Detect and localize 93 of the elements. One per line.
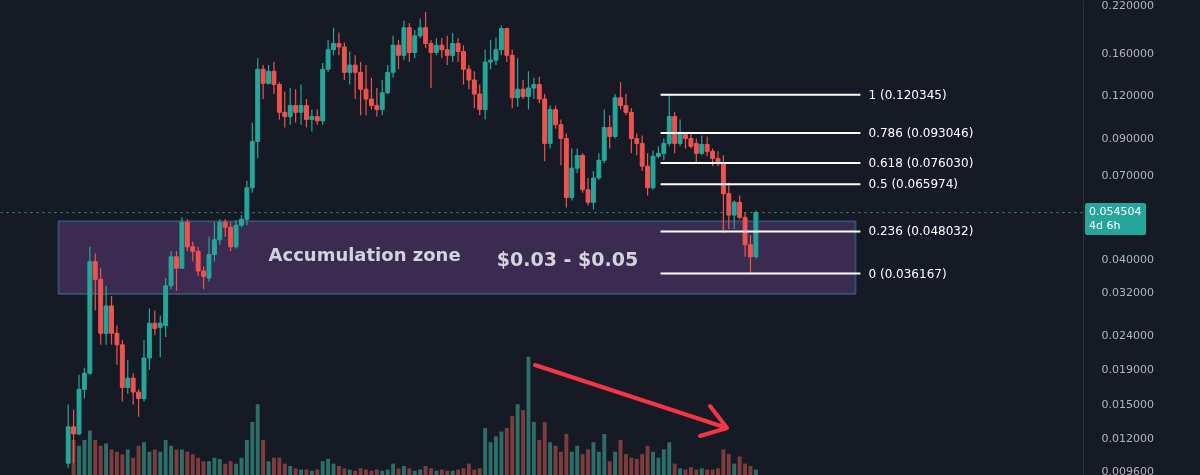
- bar: [299, 469, 303, 475]
- bar: [548, 442, 553, 475]
- bar: [613, 451, 618, 475]
- y-tick-label: 0.090000: [1101, 132, 1154, 146]
- ref-line-label: 0.5 (0.065974): [868, 177, 959, 192]
- bar: [531, 422, 536, 475]
- bar: [515, 404, 520, 475]
- y-tick-label: 0.220000: [1101, 0, 1154, 13]
- annotation: $0.03 - $0.05: [496, 247, 639, 270]
- bar: [98, 445, 103, 475]
- candlestick: [260, 64, 266, 100]
- band-label: Accumulation zone: [268, 243, 461, 265]
- bar: [401, 466, 406, 475]
- bar: [261, 439, 266, 475]
- bar: [591, 442, 596, 475]
- bar: [87, 430, 92, 475]
- bar: [699, 468, 704, 475]
- bar: [223, 463, 228, 475]
- candlestick: [450, 32, 456, 63]
- bar: [407, 468, 412, 475]
- candlestick: [304, 98, 309, 129]
- ref-line-label: 0.054504: [1089, 205, 1142, 218]
- y-tick-label: 0.120000: [1101, 89, 1154, 103]
- bar: [228, 461, 233, 475]
- y-tick-label: 0.009600: [1101, 464, 1154, 475]
- bar: [217, 458, 222, 475]
- y-tick-label: 0.015000: [1101, 398, 1154, 412]
- y-tick-label: 0.019000: [1101, 363, 1154, 377]
- candlestick: [293, 88, 299, 123]
- candlestick: [174, 250, 179, 292]
- candlestick: [287, 87, 293, 126]
- ref-line-label: 0.786 (0.093046): [868, 126, 974, 141]
- bar: [607, 461, 612, 475]
- bar: [374, 469, 379, 475]
- candlestick: [309, 108, 315, 133]
- candlestick: [347, 50, 353, 86]
- candlestick: [520, 79, 526, 100]
- candlestick: [152, 309, 158, 336]
- bar: [537, 439, 542, 475]
- bar: [309, 470, 314, 475]
- bar: [288, 466, 293, 475]
- bar: [678, 468, 683, 475]
- y-tick-label: 0.024000: [1101, 328, 1154, 342]
- bar: [201, 461, 206, 475]
- ref-line-label: 0 (0.036167): [868, 266, 947, 281]
- bar: [282, 463, 287, 475]
- bar: [347, 469, 352, 475]
- candlestick: [125, 359, 131, 395]
- bar: [304, 469, 309, 475]
- bar: [483, 428, 488, 475]
- bar: [726, 454, 731, 475]
- y-tick-label: 0.032000: [1101, 285, 1154, 299]
- bar: [434, 470, 439, 475]
- y-tick-label: 0.160000: [1101, 46, 1154, 60]
- bar: [645, 445, 650, 475]
- bar: [450, 470, 455, 475]
- bar: [93, 439, 98, 475]
- text: 4d 6h: [1089, 219, 1121, 232]
- bar: [477, 468, 482, 475]
- y-tick-label: 0.070000: [1101, 169, 1154, 183]
- bar: [125, 449, 130, 475]
- candlestick: [396, 39, 401, 70]
- bar: [136, 445, 141, 475]
- y-tick-label: 0.012000: [1101, 431, 1154, 445]
- bar: [179, 449, 184, 475]
- bar: [542, 422, 547, 475]
- bar: [753, 469, 758, 475]
- bar: [353, 470, 358, 475]
- bar: [732, 463, 737, 475]
- candlestick: [699, 134, 705, 156]
- bar: [234, 463, 238, 475]
- bar: [104, 443, 109, 475]
- bar: [131, 457, 136, 475]
- ref-line-label: 1 (0.120345): [868, 87, 947, 102]
- bar: [456, 469, 461, 475]
- candlestick: [515, 57, 521, 108]
- bar: [158, 451, 163, 475]
- bar: [185, 451, 190, 475]
- bar: [705, 469, 710, 475]
- bar: [672, 463, 677, 475]
- candlestick: [298, 83, 304, 126]
- bar: [255, 404, 260, 475]
- candlestick: [266, 64, 271, 86]
- bar: [315, 469, 320, 475]
- ref-line-label: 0.236 (0.048032): [868, 224, 974, 239]
- bar: [521, 410, 525, 475]
- ref-line-label: 0.618 (0.076030): [868, 156, 974, 171]
- y-tick-label: 0.040000: [1101, 252, 1154, 266]
- bar: [152, 449, 157, 475]
- candlestick: [677, 118, 683, 147]
- candlestick: [607, 114, 613, 150]
- bar: [293, 468, 298, 475]
- bar: [380, 470, 385, 475]
